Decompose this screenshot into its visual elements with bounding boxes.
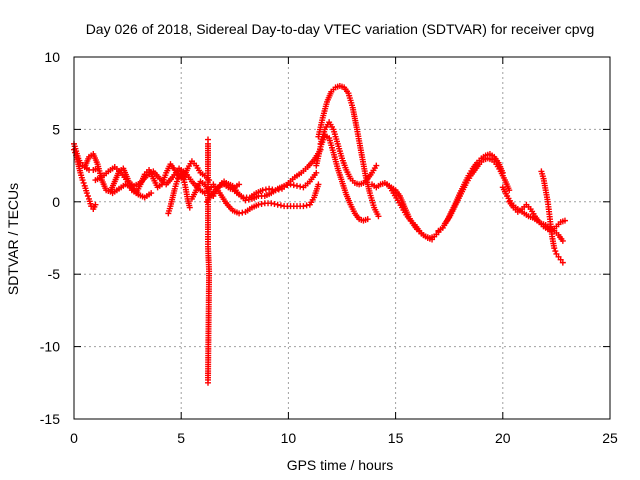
data-point xyxy=(186,204,193,211)
data-point xyxy=(173,178,180,185)
data-point xyxy=(303,202,310,209)
data-point xyxy=(364,216,371,223)
data-point xyxy=(375,213,382,220)
x-axis-title: GPS time / hours xyxy=(287,457,394,473)
data-point xyxy=(315,181,322,188)
x-tick-label: 25 xyxy=(602,430,618,446)
data-point xyxy=(174,175,181,182)
data-point xyxy=(84,193,91,200)
data-point xyxy=(552,248,559,255)
data-point xyxy=(561,217,568,224)
x-tick-label: 20 xyxy=(495,430,511,446)
grid-lines xyxy=(74,57,610,419)
x-tick-label: 10 xyxy=(281,430,297,446)
data-point xyxy=(551,245,558,252)
y-tick-label: -5 xyxy=(48,266,61,282)
data-point xyxy=(259,187,266,194)
data-point xyxy=(239,209,246,216)
data-point xyxy=(178,168,185,175)
y-tick-label: -15 xyxy=(40,411,60,427)
y-tick-label: -10 xyxy=(40,339,60,355)
data-point xyxy=(236,181,243,188)
data-point xyxy=(268,200,275,207)
data-point xyxy=(506,187,513,194)
chart-title: Day 026 of 2018, Sidereal Day-to-day VTE… xyxy=(86,21,595,37)
x-tick-label: 0 xyxy=(70,430,78,446)
data-point xyxy=(269,186,276,193)
plot-frame xyxy=(73,56,611,420)
data-point xyxy=(258,200,265,207)
data-point xyxy=(559,237,566,244)
data-point xyxy=(205,379,211,386)
x-tick-label: 5 xyxy=(177,430,185,446)
data-point xyxy=(255,201,262,208)
data-point xyxy=(83,190,90,197)
data-points xyxy=(71,82,568,386)
data-point xyxy=(290,182,297,189)
data-point xyxy=(262,186,269,193)
x-tick-label: 15 xyxy=(388,430,404,446)
data-point xyxy=(179,171,186,178)
y-tick-label: 10 xyxy=(44,49,60,65)
y-axis-title: SDTVAR / TECUs xyxy=(5,183,21,295)
data-point xyxy=(373,162,380,169)
data-point xyxy=(271,200,278,207)
data-point xyxy=(275,186,282,193)
data-point xyxy=(80,179,87,186)
data-point xyxy=(272,187,279,194)
data-point xyxy=(277,202,284,209)
data-point xyxy=(92,201,99,208)
data-point xyxy=(274,201,281,208)
data-point xyxy=(559,259,566,266)
data-point xyxy=(300,203,307,210)
data-point xyxy=(236,210,243,217)
y-tick-label: 5 xyxy=(52,121,60,137)
data-point xyxy=(148,190,155,197)
y-tick-label: 0 xyxy=(52,194,60,210)
data-point xyxy=(313,169,320,176)
data-point xyxy=(297,183,304,190)
axis-ticks: 0 5 10 15 20 25 10 5 0 -5 -10 -15 xyxy=(40,49,618,446)
data-point xyxy=(293,182,300,189)
data-point xyxy=(266,185,273,192)
data-point xyxy=(79,177,86,184)
